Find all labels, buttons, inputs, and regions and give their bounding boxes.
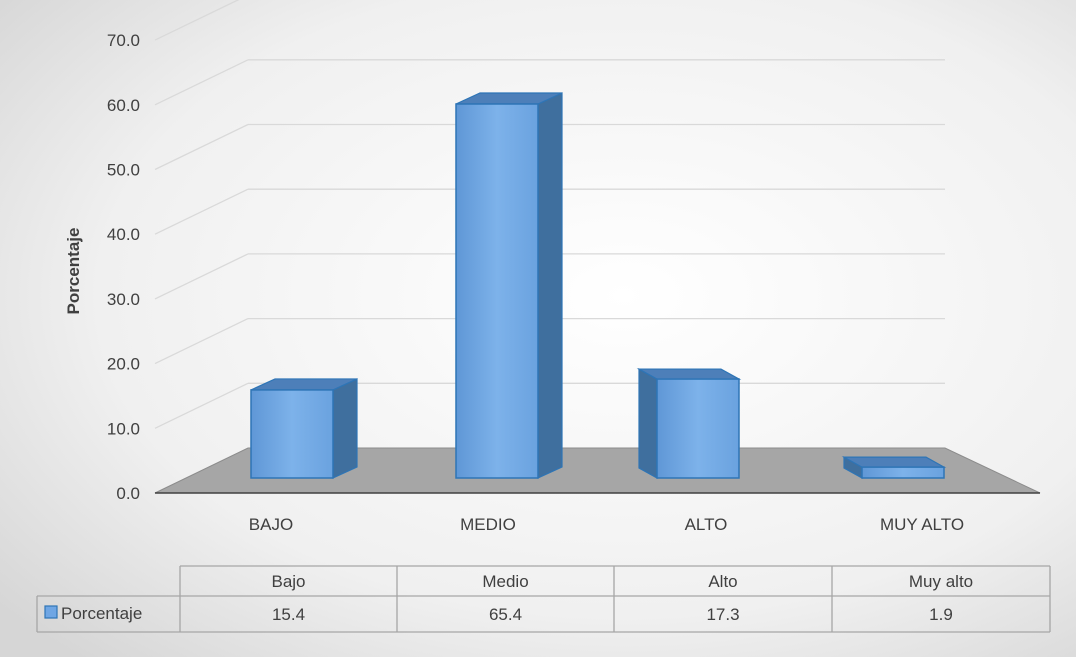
bar-muy-alto (841, 456, 947, 480)
bar-front (455, 103, 539, 479)
bar-front (656, 378, 740, 479)
x-tick-label: ALTO (685, 515, 728, 534)
y-tick-label: 20.0 (107, 355, 140, 374)
bar-side (537, 92, 563, 479)
x-tick-label: MEDIO (460, 515, 516, 534)
y-tick-label: 50.0 (107, 161, 140, 180)
bar-side (332, 377, 358, 479)
gridline (154, 382, 249, 429)
table-header-cell: Muy alto (909, 572, 973, 591)
gridlines (154, 0, 945, 429)
table-value-cell: 65.4 (489, 605, 522, 624)
x-tick-label: BAJO (249, 515, 293, 534)
table-value-cell: 17.3 (706, 605, 739, 624)
bar-top (841, 456, 947, 468)
y-tick-label: 60.0 (107, 96, 140, 115)
x-axis-labels: BAJO MEDIO ALTO MUY ALTO (249, 515, 964, 534)
x-tick-label: MUY ALTO (880, 515, 964, 534)
y-axis-title: Porcentaje (64, 228, 83, 315)
bar-medio (455, 92, 563, 479)
bar-front (861, 466, 945, 479)
legend-key (44, 605, 58, 619)
table-header-cell: Alto (708, 572, 737, 591)
bar-top (636, 368, 742, 380)
y-tick-label: 0.0 (116, 484, 140, 503)
gridline (154, 0, 240, 41)
y-tick-label: 10.0 (107, 419, 140, 438)
bar-side (638, 368, 658, 480)
table-value-cell: 1.9 (929, 605, 953, 624)
y-tick-label: 30.0 (107, 290, 140, 309)
y-tick-label: 70.0 (107, 31, 140, 50)
y-tick-label: 40.0 (107, 225, 140, 244)
table-value-cell: 15.4 (272, 605, 305, 624)
gridline (154, 253, 249, 300)
table-header-cell: Bajo (271, 572, 305, 591)
gridline (154, 318, 249, 365)
y-axis-ticks: 0.0 10.0 20.0 30.0 40.0 50.0 60.0 70.0 (107, 31, 140, 503)
gridline (154, 59, 249, 106)
gridline (154, 123, 249, 171)
bar-alto (636, 368, 742, 480)
gridline (154, 188, 249, 235)
legend-series-label: Porcentaje (61, 604, 142, 623)
bar-bajo (250, 377, 358, 479)
bar-front (250, 389, 334, 479)
table-header-cell: Medio (482, 572, 528, 591)
data-table: Bajo 15.4 Medio 65.4 Alto 17.3 Muy alto 1.9 Porc… (36, 565, 1051, 633)
bars (250, 92, 947, 480)
